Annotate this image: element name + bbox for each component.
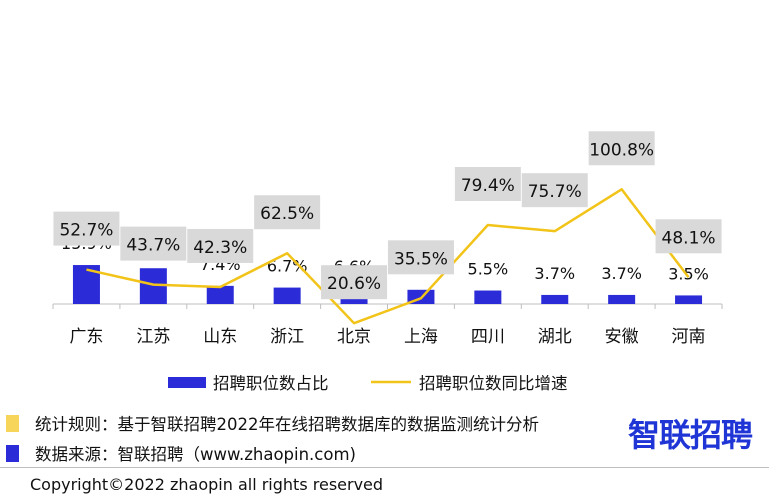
bar	[675, 295, 703, 304]
line-value-box	[321, 265, 388, 300]
line-value-box	[588, 131, 655, 166]
growth-line	[86, 188, 690, 325]
line-value-label: 35.5%	[394, 249, 448, 269]
line-value-label: 79.4%	[461, 176, 515, 196]
zhaopin-logo: 智联招聘	[628, 416, 753, 454]
x-tick-label: 四川	[471, 327, 505, 347]
x-tick-label: 山东	[203, 327, 237, 347]
line-value-box	[454, 167, 521, 202]
bar	[474, 290, 502, 304]
footnote-rules: 统计规则：基于智联招聘2022年在线招聘数据库的数据监测统计分析	[6, 411, 539, 435]
line-value-box	[387, 240, 454, 275]
source-swatch	[6, 444, 19, 462]
bar	[608, 294, 636, 304]
legend-bar-swatch	[168, 377, 206, 388]
footnote-source: 数据来源：智联招聘（www.zhaopin.com)	[6, 441, 356, 465]
line-value-box	[655, 219, 722, 254]
legend-line-label: 招聘职位数同比增速	[419, 374, 568, 393]
combo-chart: 15.9%14.6%7.4%6.7%6.6%5.8%5.5%3.7%3.7%3.…	[52, 131, 723, 393]
bar-value-label: 3.5%	[668, 264, 709, 283]
x-tick-label: 浙江	[270, 327, 304, 347]
bar-value-label: 3.7%	[534, 264, 575, 283]
footnote-source-text: 数据来源：智联招聘（www.zhaopin.com)	[35, 445, 356, 464]
line-value-label: 48.1%	[662, 228, 716, 248]
bar	[541, 294, 569, 304]
bar-value-label: 6.7%	[267, 257, 308, 276]
x-tick-label: 湖北	[538, 327, 572, 347]
bar	[206, 285, 234, 304]
x-tick-label: 河南	[672, 327, 706, 347]
line-value-label: 62.5%	[260, 204, 314, 224]
line-value-label: 43.7%	[126, 236, 180, 256]
x-tick-label: 安徽	[605, 327, 639, 347]
line-value-label: 20.6%	[327, 274, 381, 294]
line-value-box	[187, 228, 254, 263]
line-value-label: 75.7%	[528, 182, 582, 202]
line-value-label: 100.8%	[589, 140, 654, 160]
copyright-text: Copyright©2022 zhaopin all rights reserv…	[30, 475, 384, 494]
x-tick-label: 北京	[337, 327, 371, 347]
footnote-rules-text: 统计规则：基于智联招聘2022年在线招聘数据库的数据监测统计分析	[35, 415, 539, 434]
bar-value-label: 3.7%	[601, 264, 642, 283]
line-value-box	[53, 211, 120, 246]
legend-bar-label: 招聘职位数占比	[213, 374, 329, 393]
line-value-box	[254, 195, 321, 230]
x-tick-label: 江苏	[136, 327, 170, 347]
rules-swatch	[6, 414, 19, 432]
divider	[0, 467, 769, 468]
bar-value-label: 5.5%	[468, 260, 509, 279]
x-tick-label: 上海	[404, 327, 438, 347]
line-value-label: 52.7%	[59, 221, 113, 241]
line-value-box	[120, 226, 187, 261]
x-tick-label: 广东	[69, 327, 103, 347]
line-value-box	[521, 173, 588, 208]
bar	[273, 287, 301, 304]
line-value-label: 42.3%	[193, 238, 247, 258]
